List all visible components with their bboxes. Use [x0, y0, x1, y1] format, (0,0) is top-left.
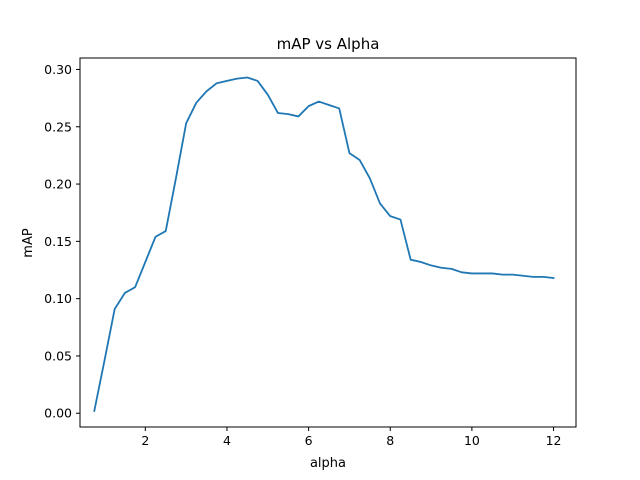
x-tick-label: 12 [546, 433, 562, 448]
y-tick-label: 0.00 [44, 406, 72, 421]
series-line [93, 76, 555, 413]
x-axis-label: alpha [310, 456, 346, 471]
axis-ticks: 2 4 6 8 10 12 0.00 0.05 0.10 0.15 0.20 0.25 0.30 [44, 62, 561, 448]
x-tick-label: 2 [141, 433, 149, 448]
y-tick-label: 0.30 [44, 62, 72, 77]
y-tick-label: 0.20 [44, 177, 72, 192]
x-tick-label: 10 [464, 433, 480, 448]
x-tick-label: 6 [305, 433, 313, 448]
y-axis-label: mAP [21, 228, 36, 258]
y-tick-label: 0.10 [44, 291, 72, 306]
x-tick-label: 8 [386, 433, 394, 448]
series-group [93, 76, 555, 413]
y-tick-label: 0.05 [44, 348, 72, 363]
plot-frame [79, 57, 577, 428]
chart-title: mAP vs Alpha [277, 35, 380, 53]
x-tick-label: 4 [223, 433, 231, 448]
y-tick-label: 0.25 [44, 119, 72, 134]
y-tick-label: 0.15 [44, 234, 72, 249]
